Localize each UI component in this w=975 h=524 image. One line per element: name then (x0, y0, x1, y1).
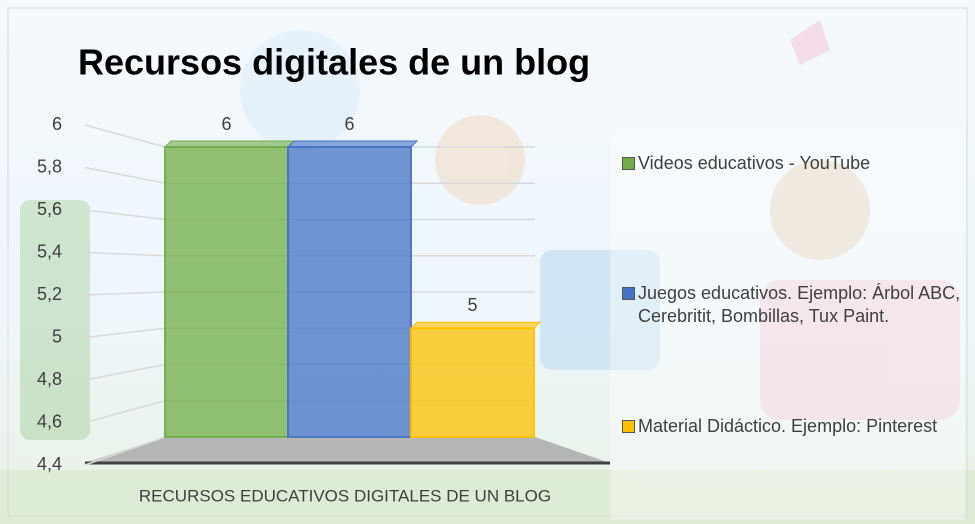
x-tick-label: RECURSOS EDUCATIVOS DIGITALES DE UN BLOG (139, 486, 551, 505)
data-label: 5 (467, 295, 477, 315)
chart-title: Recursos digitales de un blog (78, 42, 590, 83)
y-tick-label: 4,6 (37, 411, 62, 431)
floor (85, 437, 610, 463)
legend-swatch (622, 420, 635, 433)
data-label: 6 (221, 114, 231, 134)
legend-label: Material Didáctico. Ejemplo: Pinterest (638, 416, 938, 436)
y-tick-label: 6 (52, 114, 62, 134)
chart-border (7, 7, 968, 517)
legend: Videos educativos - YouTube Juegos educat… (610, 130, 965, 520)
bar (164, 146, 289, 438)
bar (287, 146, 412, 438)
y-tick-label: 5,8 (37, 156, 62, 176)
legend-label: Videos educativos - YouTube (638, 153, 871, 173)
legend-item: Juegos educativos. Ejemplo: Árbol ABC, C… (622, 282, 968, 328)
y-tick-label: 4,4 (37, 454, 62, 474)
y-tick-label: 5,4 (37, 241, 62, 261)
legend-item: Videos educativos - YouTube (622, 152, 968, 175)
legend-item: Material Didáctico. Ejemplo: Pinterest (622, 415, 968, 438)
y-tick-label: 4,8 (37, 369, 62, 389)
background-art (0, 20, 975, 524)
legend-swatch (622, 157, 635, 170)
y-tick-label: 5,6 (37, 199, 62, 219)
legend-label: Juegos educativos. Ejemplo: Árbol ABC, C… (638, 283, 961, 326)
bar (410, 327, 535, 438)
y-tick-label: 5 (52, 326, 62, 346)
data-label: 6 (344, 114, 354, 134)
legend-swatch (622, 287, 635, 300)
y-tick-label: 5,2 (37, 284, 62, 304)
